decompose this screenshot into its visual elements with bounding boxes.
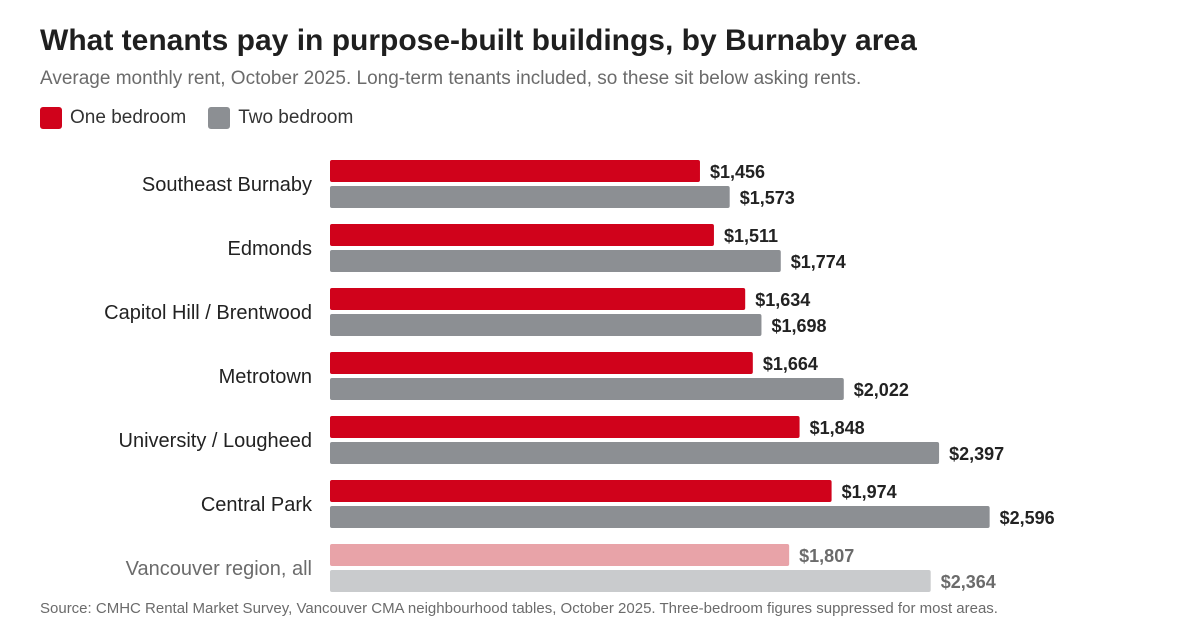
category-label-southeast-burnaby: Southeast Burnaby xyxy=(142,174,312,196)
chart-title: What tenants pay in purpose-built buildi… xyxy=(40,24,917,57)
bar-one-bedroom-edmonds xyxy=(330,224,714,246)
category-label-capitol-hill-brentwood: Capitol Hill / Brentwood xyxy=(104,302,312,324)
value-label-one-bedroom-capitol-hill-brentwood: $1,634 xyxy=(755,290,810,310)
bar-two-bedroom-metrotown xyxy=(330,378,844,400)
value-label-two-bedroom-capitol-hill-brentwood: $1,698 xyxy=(771,316,826,336)
legend-item-two-bedroom: Two bedroom xyxy=(208,107,353,129)
value-label-one-bedroom-edmonds: $1,511 xyxy=(724,226,778,246)
category-label-university-lougheed: University / Lougheed xyxy=(119,430,312,452)
category-label-central-park: Central Park xyxy=(201,494,313,516)
legend-label-one-bedroom: One bedroom xyxy=(70,107,187,128)
category-label-vancouver-region-all: Vancouver region, all xyxy=(126,558,312,580)
chart-subtitle: Average monthly rent, October 2025. Long… xyxy=(40,68,862,89)
bar-two-bedroom-capitol-hill-brentwood xyxy=(330,314,762,336)
category-label-edmonds: Edmonds xyxy=(228,238,313,260)
value-label-one-bedroom-vancouver-region-all: $1,807 xyxy=(799,546,854,566)
value-label-two-bedroom-metrotown: $2,022 xyxy=(854,380,909,400)
bar-two-bedroom-central-park xyxy=(330,506,990,528)
value-label-one-bedroom-metrotown: $1,664 xyxy=(763,354,818,374)
chart-source: Source: CMHC Rental Market Survey, Vanco… xyxy=(40,600,998,617)
bar-one-bedroom-southeast-burnaby xyxy=(330,160,700,182)
value-label-one-bedroom-southeast-burnaby: $1,456 xyxy=(710,162,765,182)
value-label-one-bedroom-central-park: $1,974 xyxy=(842,482,897,502)
bar-one-bedroom-central-park xyxy=(330,480,832,502)
bar-one-bedroom-metrotown xyxy=(330,352,753,374)
legend-item-one-bedroom: One bedroom xyxy=(40,107,186,129)
value-label-one-bedroom-university-lougheed: $1,848 xyxy=(810,418,865,438)
bar-two-bedroom-southeast-burnaby xyxy=(330,186,730,208)
bar-one-bedroom-vancouver-region-all xyxy=(330,544,790,566)
legend-swatch-two-bedroom xyxy=(208,107,231,129)
legend-swatch-one-bedroom xyxy=(40,107,62,129)
chart-legend: One bedroom Two bedroom xyxy=(40,107,375,129)
value-label-two-bedroom-edmonds: $1,774 xyxy=(791,252,846,272)
bar-one-bedroom-capitol-hill-brentwood xyxy=(330,288,746,310)
value-label-two-bedroom-southeast-burnaby: $1,573 xyxy=(740,188,795,208)
value-label-two-bedroom-vancouver-region-all: $2,364 xyxy=(941,572,996,592)
bar-two-bedroom-vancouver-region-all xyxy=(330,570,931,592)
value-label-two-bedroom-central-park: $2,596 xyxy=(1000,508,1055,528)
bar-two-bedroom-university-lougheed xyxy=(330,442,940,464)
value-label-two-bedroom-university-lougheed: $2,397 xyxy=(949,444,1004,464)
legend-label-two-bedroom: Two bedroom xyxy=(238,107,354,128)
bar-one-bedroom-university-lougheed xyxy=(330,416,800,438)
bar-two-bedroom-edmonds xyxy=(330,250,781,272)
category-label-metrotown: Metrotown xyxy=(219,366,312,388)
